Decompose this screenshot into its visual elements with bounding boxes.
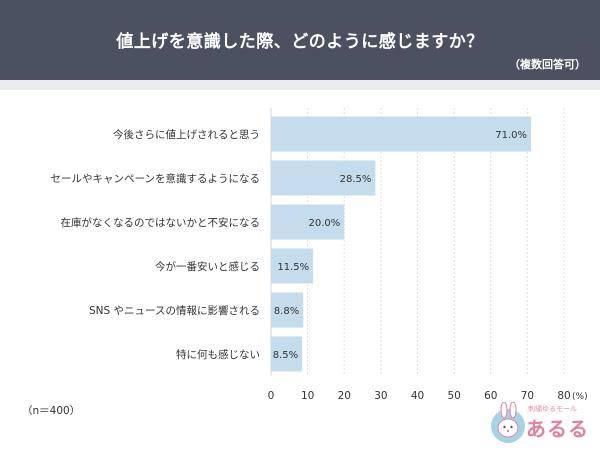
chart-title: 値上げを意識した際、どのように感じますか？ bbox=[116, 32, 484, 52]
bar-3 bbox=[271, 204, 345, 240]
value-label: 11.5% bbox=[277, 262, 309, 273]
category-label: 今後さらに値上げされると思う bbox=[113, 128, 260, 141]
x-tick-label: 60 bbox=[484, 390, 497, 400]
brand-logo: 刺繍ゆるモール あるる bbox=[488, 401, 594, 446]
category-label: 在庫がなくなるのではないかと不安になる bbox=[61, 216, 261, 229]
logo-subtitle: 刺繍ゆるモール bbox=[528, 405, 577, 413]
bar-5 bbox=[271, 292, 304, 328]
category-label: 今が一番安いと感じる bbox=[155, 260, 260, 273]
bar-1 bbox=[271, 116, 532, 152]
logo-wordmark: あるる bbox=[526, 417, 589, 441]
value-label: 8.5% bbox=[273, 350, 298, 361]
value-label: 20.0% bbox=[308, 218, 340, 229]
bar-4 bbox=[271, 248, 314, 284]
rabbit-logo-icon bbox=[491, 401, 525, 443]
bar-chart: 今後さらに値上げされると思う 71.0% セールやキャンペーンを意識するようになる 2… bbox=[51, 108, 588, 400]
sample-size-note: （n＝400） bbox=[22, 405, 81, 417]
x-tick-label: 80 bbox=[557, 390, 570, 400]
category-label: SNS やニュースの情報に影響される bbox=[89, 304, 260, 317]
bar-2 bbox=[271, 160, 376, 196]
chart-header: 値上げを意識した際、どのように感じますか？ （複数回答可） bbox=[0, 0, 600, 80]
x-tick-label: 0 bbox=[268, 390, 275, 400]
x-tick-label: 30 bbox=[374, 390, 387, 400]
x-tick-label: 70 bbox=[521, 390, 534, 400]
bar-6 bbox=[271, 336, 303, 372]
x-axis-unit: (%) bbox=[572, 392, 588, 400]
x-tick-label: 20 bbox=[338, 390, 351, 400]
header-band bbox=[0, 80, 600, 90]
x-tick-label: 10 bbox=[301, 390, 314, 400]
value-label: 71.0% bbox=[495, 130, 527, 141]
x-tick-label: 50 bbox=[447, 390, 460, 400]
category-label: セールやキャンペーンを意識するようになる bbox=[51, 172, 260, 185]
value-label: 8.8% bbox=[274, 306, 299, 317]
value-label: 28.5% bbox=[340, 174, 372, 185]
category-label: 特に何も感じない bbox=[176, 348, 260, 361]
multiple-answer-note: （複数回答可） bbox=[509, 58, 586, 71]
x-tick-label: 40 bbox=[411, 390, 424, 400]
